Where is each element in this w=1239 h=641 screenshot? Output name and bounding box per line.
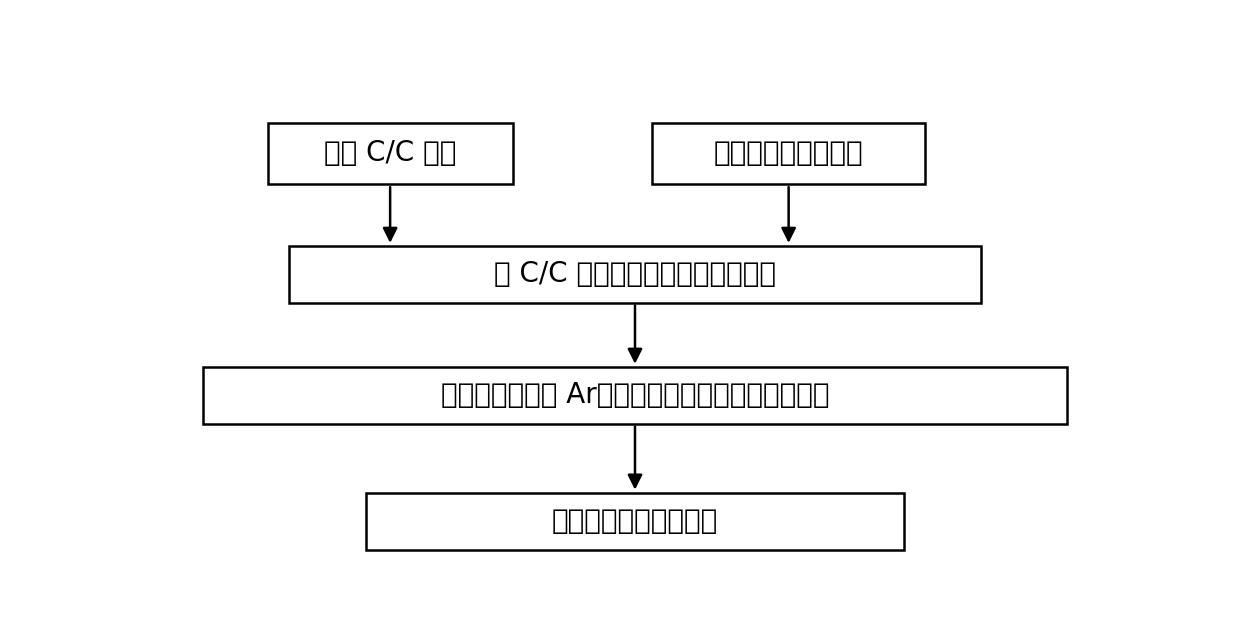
Bar — [290, 246, 981, 303]
Text: 清洗 C/C 试样: 清洗 C/C 试样 — [323, 140, 456, 167]
Bar — [268, 122, 513, 184]
Text: 按比例混合包埋粉料: 按比例混合包埋粉料 — [714, 140, 864, 167]
Bar — [367, 493, 904, 549]
Bar — [203, 367, 1067, 424]
Bar — [652, 122, 926, 184]
Text: 降至室温取出包埋试样: 降至室温取出包埋试样 — [551, 507, 719, 535]
Text: 在真空炉中通入 Ar，升温反应一定时间后自然降温: 在真空炉中通入 Ar，升温反应一定时间后自然降温 — [441, 381, 829, 409]
Text: 把 C/C 试样和包埋粉放于石墨坩埚: 把 C/C 试样和包埋粉放于石墨坩埚 — [494, 260, 776, 288]
